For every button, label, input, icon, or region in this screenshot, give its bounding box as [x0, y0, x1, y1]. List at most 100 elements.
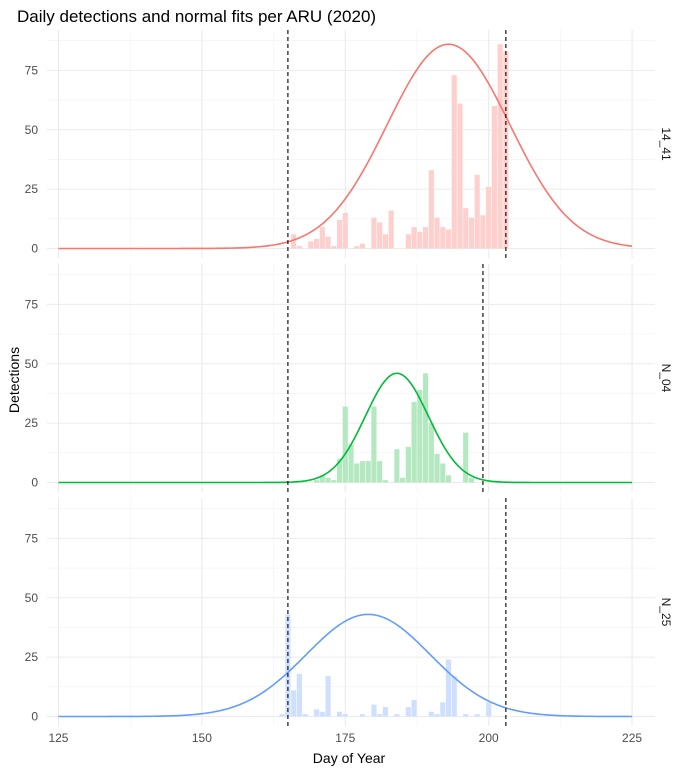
bar-14_41-175 — [342, 212, 348, 249]
chart-title: Daily detections and normal fits per ARU… — [17, 7, 376, 26]
bar-N_04-196 — [463, 432, 469, 483]
bar-N_04-176 — [348, 444, 354, 483]
bar-N_25-191 — [434, 714, 440, 717]
y-tick-label: 75 — [25, 531, 39, 545]
y-tick-label: 25 — [25, 416, 39, 430]
bar-N_25-168 — [302, 714, 308, 717]
bar-14_41-186 — [405, 234, 411, 249]
bar-14_41-202 — [497, 44, 503, 249]
bar-N_04-182 — [382, 480, 388, 483]
x-tick-label: 125 — [48, 731, 68, 745]
fit-curve-14_41 — [58, 43, 633, 250]
bar-14_41-183 — [388, 210, 394, 249]
bar-14_41-173 — [331, 246, 337, 249]
panel-label-14_41: 14_41 — [659, 127, 673, 161]
x-tick-label: 150 — [192, 731, 212, 745]
bar-N_04-179 — [365, 461, 371, 483]
bar-N_04-174 — [336, 458, 343, 483]
bar-N_25-174 — [336, 711, 343, 717]
bar-14_41-188 — [417, 231, 423, 249]
bar-N_25-198 — [474, 714, 480, 717]
y-tick-label: 25 — [25, 182, 39, 196]
bar-N_04-170 — [314, 480, 320, 483]
bar-14_41-190 — [428, 170, 434, 249]
bar-N_25-171 — [319, 711, 325, 717]
bar-N_25-196 — [463, 714, 469, 717]
bar-N_25-186 — [405, 707, 411, 717]
panel-label-N_25: N_25 — [659, 598, 673, 627]
bar-N_25-167 — [296, 673, 302, 717]
bar-N_04-178 — [359, 461, 366, 483]
bar-14_41-166 — [291, 234, 297, 249]
bar-N_25-192 — [440, 702, 446, 717]
bar-14_41-181 — [377, 222, 383, 249]
bar-14_41-201 — [491, 106, 497, 249]
x-tick-label: 200 — [479, 731, 499, 745]
bar-N_25-170 — [314, 709, 320, 717]
bar-N_25-193 — [445, 659, 452, 717]
y-tick-label: 75 — [25, 63, 39, 77]
bar-N_25-172 — [325, 676, 331, 717]
bar-14_41-182 — [382, 234, 388, 249]
y-tick-label: 0 — [31, 710, 38, 724]
y-tick-label: 50 — [25, 123, 39, 137]
bar-14_41-174 — [336, 220, 343, 249]
panels: 0 25 50 75 14_41 0 25 50 75 N_04 0 25 50 75 N_25 125 150… — [25, 30, 673, 745]
bar-14_41-199 — [480, 215, 486, 249]
y-tick-label: 25 — [25, 650, 39, 664]
bar-N_25-164 — [279, 714, 285, 717]
bar-N_04-191 — [434, 454, 440, 483]
bar-14_41-167 — [296, 246, 302, 249]
bar-N_25-182 — [382, 707, 388, 717]
bar-N_25-175 — [342, 714, 348, 717]
x-tick-label: 225 — [622, 731, 642, 745]
bar-14_41-189 — [422, 227, 429, 249]
bar-N_25-187 — [411, 699, 417, 717]
panel-N_25: 0 25 50 75 N_25 — [25, 498, 673, 726]
bar-14_41-195 — [457, 103, 463, 249]
bar-14_41-196 — [463, 208, 469, 249]
bar-N_25-165 — [285, 614, 291, 717]
bar-N_04-181 — [377, 461, 383, 483]
fit-curve-N_04 — [58, 372, 633, 484]
bar-N_04-172 — [325, 477, 331, 483]
panel-14_41: 0 25 50 75 14_41 — [25, 30, 673, 258]
bar-N_04-190 — [428, 423, 434, 483]
fit-curve-N_25 — [58, 613, 633, 718]
bar-N_04-175 — [342, 406, 348, 483]
bar-N_04-177 — [354, 463, 360, 483]
bar-N_04-180 — [371, 406, 377, 483]
y-tick-label: 75 — [25, 297, 39, 311]
bar-14_41-192 — [440, 227, 446, 249]
bar-N_25-190 — [428, 711, 434, 717]
bar-N_04-188 — [417, 389, 423, 483]
bar-N_25-194 — [451, 676, 457, 717]
bar-14_41-180 — [371, 217, 377, 249]
bar-14_41-197 — [468, 217, 475, 249]
bar-N_04-185 — [400, 477, 406, 483]
bar-14_41-200 — [486, 186, 492, 249]
bar-N_04-171 — [319, 475, 325, 483]
bar-N_04-187 — [411, 401, 417, 483]
y-tick-label: 50 — [25, 591, 39, 605]
y-tick-label: 0 — [31, 476, 38, 490]
bar-14_41-193 — [445, 229, 452, 249]
bar-14_41-172 — [325, 236, 331, 249]
bar-N_25-166 — [291, 690, 297, 717]
bar-N_04-186 — [405, 446, 411, 483]
panel-N_04: 0 25 50 75 N_04 — [25, 264, 673, 492]
bar-14_41-194 — [451, 75, 457, 249]
bar-14_41-169 — [308, 241, 314, 249]
bar-N_25-184 — [394, 714, 400, 717]
bar-N_25-200 — [486, 702, 492, 717]
x-tick-label: 175 — [335, 731, 355, 745]
bar-N_04-192 — [440, 463, 446, 483]
x-ticks: 125 150 175 200 225 — [48, 731, 642, 745]
bar-N_04-184 — [394, 449, 400, 483]
bar-14_41-177 — [354, 246, 360, 249]
bar-14_41-171 — [319, 227, 325, 249]
bar-14_41-191 — [434, 217, 440, 249]
bar-N_04-189 — [422, 373, 429, 483]
